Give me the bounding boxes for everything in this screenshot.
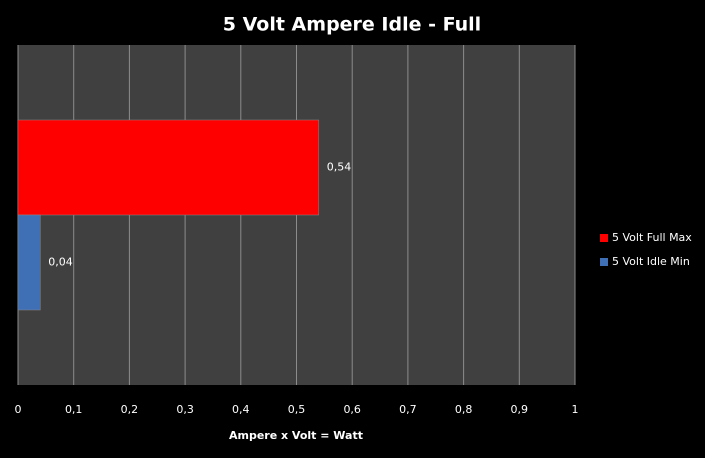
legend-label: 5 Volt Full Max: [612, 231, 692, 244]
x-tick-label: 0: [15, 403, 22, 416]
x-tick-label: 0,8: [455, 403, 473, 416]
x-tick-label: 1: [572, 403, 579, 416]
legend-swatch: [600, 234, 608, 242]
bar: [17, 119, 320, 216]
data-label: 0,54: [327, 161, 352, 174]
x-tick-label: 0,2: [121, 403, 139, 416]
chart-title: 5 Volt Ampere Idle - Full: [223, 14, 481, 36]
x-tick-label: 0,4: [232, 403, 250, 416]
legend-label: 5 Volt Idle Min: [612, 255, 690, 268]
x-tick-label: 0,6: [343, 403, 361, 416]
x-tick-label: 0,1: [65, 403, 83, 416]
x-tick-label: 0,9: [511, 403, 529, 416]
x-tick-label: 0,5: [288, 403, 306, 416]
x-tick-label: 0,7: [399, 403, 417, 416]
data-label: 0,04: [48, 256, 73, 269]
legend-swatch: [600, 258, 608, 266]
x-tick-label: 0,3: [176, 403, 194, 416]
bar: [17, 214, 41, 311]
x-axis-title: Ampere x Volt = Watt: [229, 429, 363, 442]
